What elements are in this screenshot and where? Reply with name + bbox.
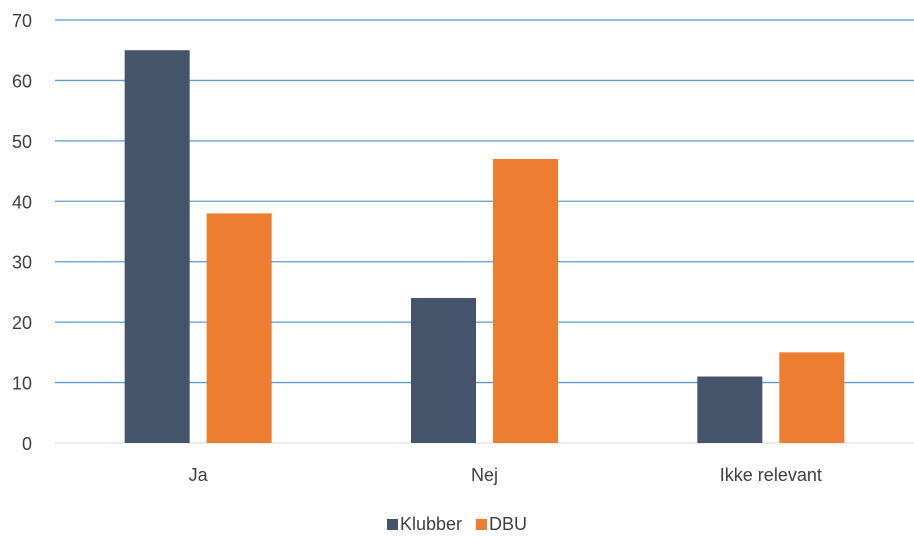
y-tick-label-40: 40: [12, 192, 32, 212]
legend-swatch-klubber: [386, 518, 398, 530]
bars: [124, 50, 845, 443]
y-tick-label-50: 50: [12, 132, 32, 152]
legend: Klubber DBU: [0, 512, 914, 536]
x-tick-label-nej: Nej: [471, 465, 498, 485]
bar-dbu-nej: [493, 158, 558, 443]
y-axis-ticks: 0 10 20 30 40 50 60 70: [12, 11, 32, 454]
bar-dbu-ikke-relevant: [779, 352, 845, 443]
y-tick-label-70: 70: [12, 11, 32, 31]
gridlines: [55, 19, 914, 444]
y-tick-label-0: 0: [22, 434, 32, 454]
bar-klubber-ikke-relevant: [697, 376, 763, 443]
x-tick-label-ikke-relevant: Ikke relevant: [720, 465, 822, 485]
y-tick-label-10: 10: [12, 374, 32, 394]
y-tick-label-30: 30: [12, 253, 32, 273]
x-tick-label-ja: Ja: [189, 465, 209, 485]
legend-item-klubber: Klubber: [386, 512, 463, 536]
bar-dbu-ja: [206, 213, 272, 443]
legend-item-dbu: DBU: [476, 512, 527, 536]
x-axis-ticks: Ja Nej Ikke relevant: [189, 465, 822, 485]
legend-swatch-dbu: [476, 518, 488, 530]
legend-label-klubber: Klubber: [399, 514, 463, 534]
bar-klubber-ja: [124, 50, 190, 443]
legend-label-dbu: DBU: [489, 514, 528, 534]
y-tick-label-60: 60: [12, 71, 32, 91]
bar-klubber-nej: [411, 297, 476, 443]
y-tick-label-20: 20: [12, 313, 32, 333]
